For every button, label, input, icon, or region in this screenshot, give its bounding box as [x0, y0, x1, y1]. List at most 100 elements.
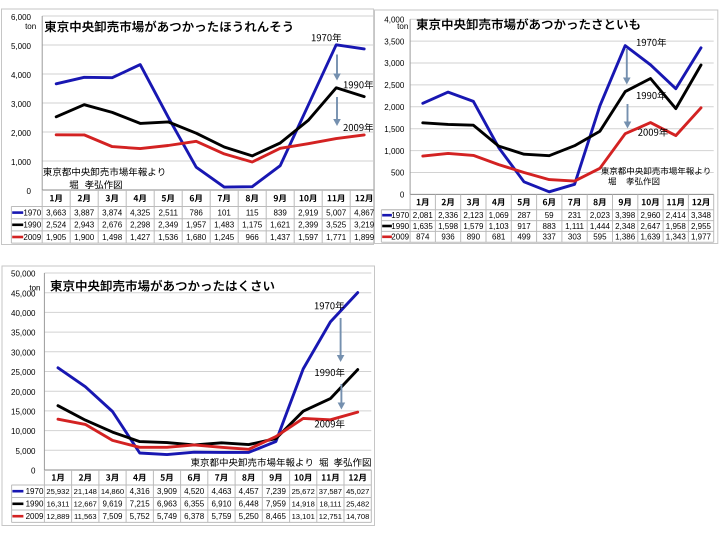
svg-text:45,000: 45,000 — [11, 289, 36, 298]
svg-text:5,007: 5,007 — [326, 209, 347, 218]
svg-text:1,598: 1,598 — [438, 222, 459, 231]
svg-text:13,101: 13,101 — [292, 512, 315, 521]
svg-text:ton: ton — [397, 22, 408, 31]
svg-text:1,957: 1,957 — [186, 221, 207, 230]
svg-text:2,676: 2,676 — [102, 221, 123, 230]
svg-text:6,963: 6,963 — [157, 500, 178, 509]
svg-text:ton: ton — [25, 22, 36, 31]
svg-text:1,498: 1,498 — [102, 233, 123, 242]
svg-text:18,111: 18,111 — [319, 500, 341, 509]
svg-text:287: 287 — [517, 211, 531, 220]
svg-text:303: 303 — [568, 233, 582, 242]
svg-text:5,749: 5,749 — [157, 512, 178, 521]
svg-text:1,245: 1,245 — [214, 233, 235, 242]
svg-text:0: 0 — [400, 191, 405, 200]
svg-text:1,444: 1,444 — [590, 222, 611, 231]
svg-text:25,672: 25,672 — [292, 487, 315, 496]
svg-text:595: 595 — [593, 233, 607, 242]
svg-text:7,239: 7,239 — [266, 487, 287, 496]
svg-text:1970: 1970 — [391, 211, 409, 220]
svg-text:2,399: 2,399 — [298, 221, 319, 230]
svg-text:7,959: 7,959 — [266, 500, 287, 509]
svg-text:681: 681 — [492, 233, 506, 242]
svg-text:5,000: 5,000 — [11, 42, 32, 51]
svg-text:12,751: 12,751 — [319, 512, 342, 521]
svg-text:2,647: 2,647 — [640, 222, 661, 231]
svg-text:11,563: 11,563 — [74, 512, 97, 521]
svg-text:2009: 2009 — [26, 512, 44, 521]
svg-text:2,349: 2,349 — [158, 221, 179, 230]
svg-text:3,000: 3,000 — [384, 59, 405, 68]
svg-text:1,579: 1,579 — [463, 222, 484, 231]
svg-text:1,069: 1,069 — [489, 211, 510, 220]
svg-text:4,316: 4,316 — [130, 487, 151, 496]
svg-text:2,414: 2,414 — [666, 211, 687, 220]
svg-text:3,398: 3,398 — [615, 211, 636, 220]
svg-text:3,887: 3,887 — [74, 209, 95, 218]
svg-text:6,000: 6,000 — [11, 13, 32, 22]
svg-text:5,000: 5,000 — [15, 447, 36, 456]
svg-text:499: 499 — [517, 233, 531, 242]
svg-text:2,919: 2,919 — [298, 209, 319, 218]
svg-text:883: 883 — [543, 222, 557, 231]
svg-text:786: 786 — [190, 209, 204, 218]
svg-text:6,448: 6,448 — [239, 500, 260, 509]
svg-text:1970: 1970 — [26, 487, 44, 496]
svg-text:1,639: 1,639 — [640, 233, 661, 242]
svg-text:6,378: 6,378 — [184, 512, 205, 521]
svg-text:1,635: 1,635 — [413, 222, 434, 231]
svg-text:1,771: 1,771 — [326, 233, 347, 242]
svg-text:1970: 1970 — [23, 209, 41, 218]
svg-text:1,977: 1,977 — [691, 233, 712, 242]
svg-text:ton: ton — [29, 284, 40, 293]
svg-text:2,336: 2,336 — [438, 211, 459, 220]
svg-text:337: 337 — [543, 233, 557, 242]
svg-text:1,958: 1,958 — [666, 222, 687, 231]
svg-text:1,536: 1,536 — [158, 233, 179, 242]
svg-text:2,955: 2,955 — [691, 222, 712, 231]
svg-text:2,081: 2,081 — [413, 211, 434, 220]
svg-text:1,175: 1,175 — [242, 221, 263, 230]
svg-text:2,960: 2,960 — [640, 211, 661, 220]
svg-text:2009: 2009 — [391, 233, 409, 242]
svg-text:5,250: 5,250 — [239, 512, 260, 521]
svg-text:5,752: 5,752 — [130, 512, 151, 521]
svg-text:25,000: 25,000 — [11, 368, 36, 377]
svg-text:14,708: 14,708 — [346, 512, 369, 521]
svg-text:3,500: 3,500 — [384, 37, 405, 46]
svg-text:2,524: 2,524 — [46, 221, 67, 230]
svg-text:30,000: 30,000 — [11, 348, 36, 357]
svg-text:12,889: 12,889 — [46, 512, 69, 521]
svg-text:3,000: 3,000 — [11, 100, 32, 109]
svg-text:3,663: 3,663 — [46, 209, 67, 218]
svg-text:21,148: 21,148 — [74, 487, 97, 496]
svg-text:1,483: 1,483 — [214, 221, 235, 230]
svg-text:20,000: 20,000 — [11, 388, 36, 397]
svg-text:4,000: 4,000 — [11, 71, 32, 80]
svg-text:7,509: 7,509 — [102, 512, 123, 521]
svg-text:1,621: 1,621 — [270, 221, 291, 230]
svg-text:3,525: 3,525 — [326, 221, 347, 230]
svg-text:4,325: 4,325 — [130, 209, 151, 218]
svg-text:1,899: 1,899 — [354, 233, 375, 242]
svg-text:7,215: 7,215 — [130, 500, 151, 509]
svg-text:5,759: 5,759 — [211, 512, 232, 521]
svg-text:14,918: 14,918 — [292, 500, 315, 509]
svg-text:25,482: 25,482 — [346, 500, 369, 509]
svg-text:4,867: 4,867 — [354, 209, 375, 218]
svg-text:15,000: 15,000 — [11, 408, 36, 417]
svg-text:8,465: 8,465 — [266, 512, 287, 521]
svg-text:4,000: 4,000 — [384, 15, 405, 24]
svg-text:9,619: 9,619 — [102, 500, 123, 509]
svg-text:2009: 2009 — [23, 233, 41, 242]
svg-text:936: 936 — [441, 233, 455, 242]
svg-text:917: 917 — [517, 222, 531, 231]
svg-text:1,111: 1,111 — [565, 222, 584, 231]
svg-text:2,500: 2,500 — [384, 81, 405, 90]
svg-text:1990: 1990 — [23, 221, 41, 230]
svg-text:4,457: 4,457 — [239, 487, 260, 496]
svg-text:6,355: 6,355 — [184, 500, 205, 509]
svg-text:2,511: 2,511 — [158, 209, 178, 218]
svg-text:1,427: 1,427 — [130, 233, 151, 242]
svg-text:1,437: 1,437 — [270, 233, 291, 242]
